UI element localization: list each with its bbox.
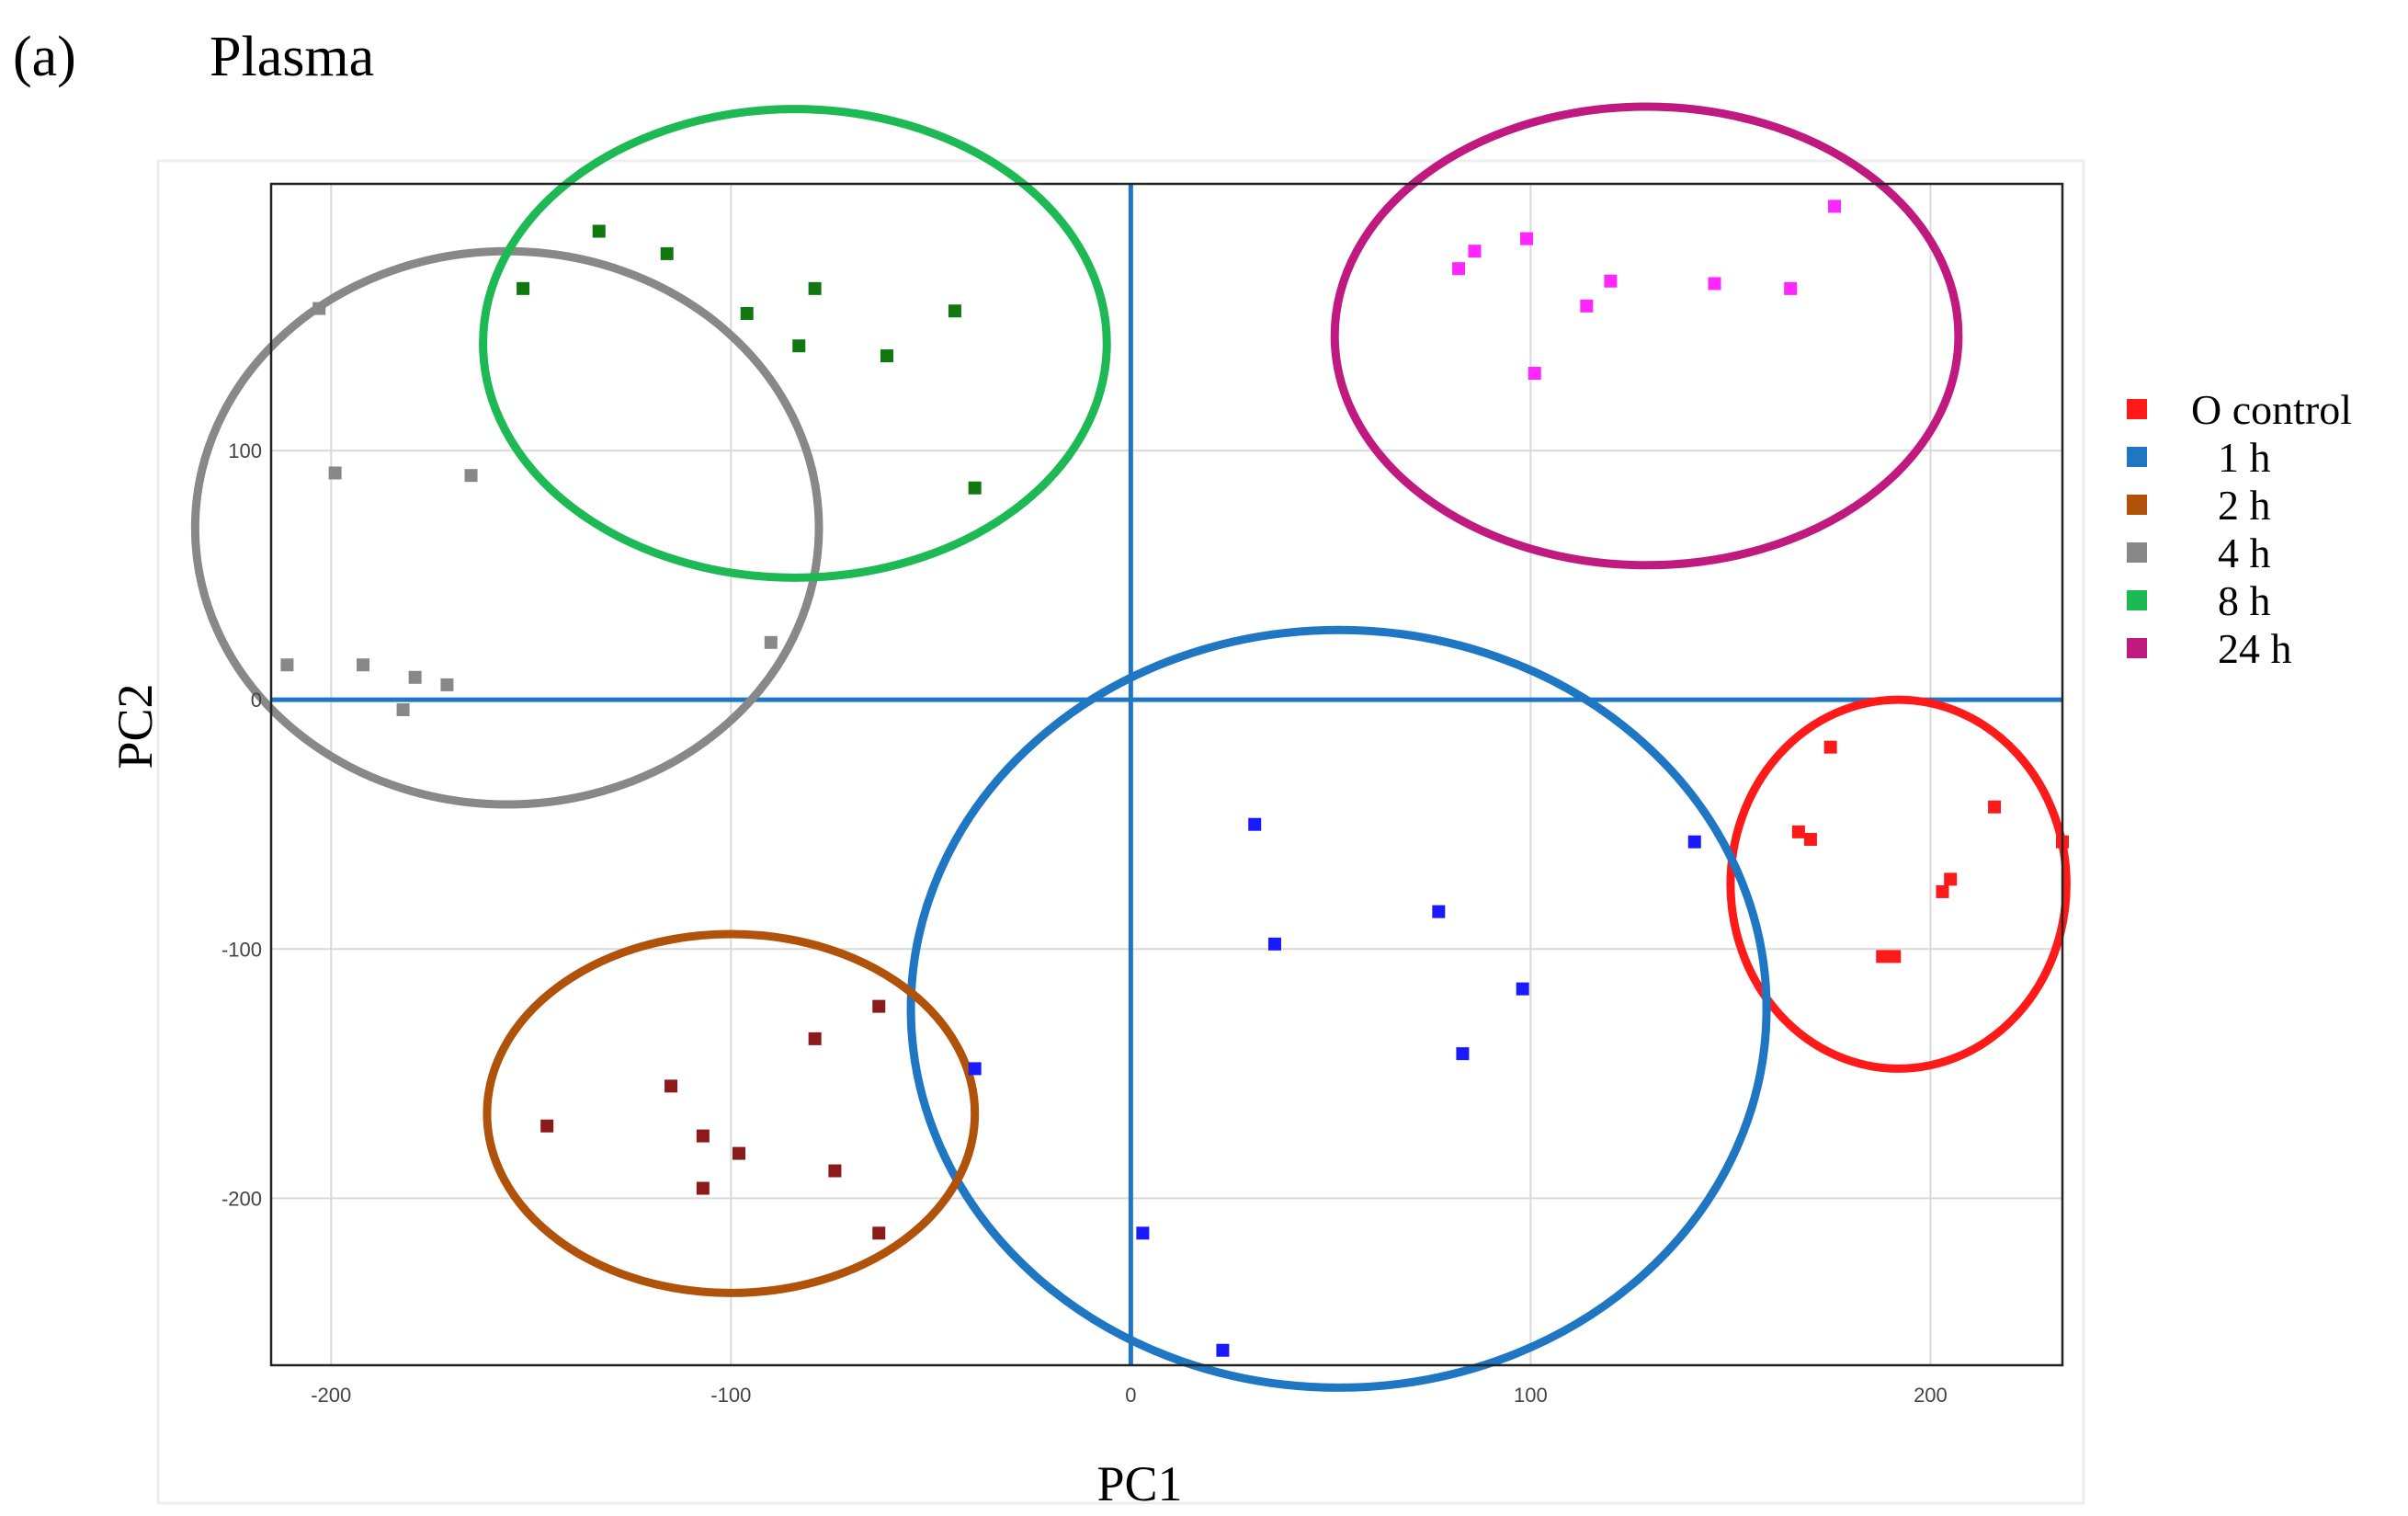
legend-key [2127, 542, 2147, 563]
legend-label: 24 h [2218, 625, 2292, 672]
data-point-o-control [1823, 740, 1837, 754]
data-point-24-h [1828, 199, 1842, 213]
legend-key [2127, 590, 2147, 610]
data-point-8-h [968, 481, 982, 495]
data-point-4-h [280, 658, 294, 672]
cluster-ellipse-24-h [1330, 102, 1963, 570]
cluster-ellipse-1-h [906, 625, 1771, 1392]
data-point-4-h [396, 703, 410, 717]
data-point-4-h [328, 466, 342, 480]
plot-border [269, 182, 2064, 1367]
data-point-1-h [968, 1062, 982, 1076]
data-point-24-h [1784, 281, 1798, 295]
panel-label: (a) [13, 26, 76, 88]
data-point-o-control [1936, 884, 1949, 898]
data-point-24-h [1604, 274, 1618, 288]
data-point-o-control [1988, 800, 2002, 814]
data-point-8-h [948, 304, 961, 318]
x-tick-label: -200 [311, 1384, 351, 1407]
legend-label: 8 h [2218, 577, 2271, 624]
y-tick-label: 0 [251, 689, 262, 712]
data-point-8-h [517, 281, 530, 295]
data-point-24-h [1708, 277, 1721, 291]
x-tick-label: 0 [1125, 1384, 1136, 1407]
x-tick-label: 100 [1514, 1384, 1548, 1407]
data-point-2-h [808, 1032, 822, 1045]
data-point-4-h [464, 469, 478, 483]
data-point-8-h [792, 339, 806, 353]
data-point-24-h [1580, 299, 1594, 313]
y-tick-label: -100 [221, 938, 262, 961]
legend-key [2127, 638, 2147, 658]
legend-label: 1 h [2218, 434, 2271, 481]
legend-key [2127, 447, 2147, 467]
legend-label: O control [2191, 386, 2352, 433]
x-axis-label: PC1 [1096, 1456, 1182, 1511]
data-point-8-h [592, 224, 606, 238]
data-point-2-h [872, 1226, 886, 1240]
cluster-ellipse-8-h [479, 105, 1111, 582]
data-point-2-h [828, 1164, 842, 1178]
data-point-o-control [1791, 825, 1805, 838]
y-tick-label: -200 [221, 1187, 262, 1210]
reference-lines [271, 184, 2062, 1365]
data-point-8-h [660, 246, 674, 260]
x-tick-label: 200 [1914, 1384, 1948, 1407]
data-point-2-h [696, 1129, 710, 1143]
legend-key [2127, 399, 2147, 419]
data-point-2-h [540, 1119, 554, 1133]
data-point-8-h [740, 306, 754, 320]
data-point-1-h [1136, 1226, 1150, 1240]
data-point-1-h [1516, 982, 1529, 996]
y-axis-label: PC2 [108, 683, 163, 769]
data-point-1-h [1216, 1343, 1230, 1357]
data-point-2-h [664, 1079, 678, 1093]
data-point-4-h [357, 658, 370, 672]
data-points [280, 199, 2069, 1357]
data-point-8-h [808, 281, 822, 295]
data-point-24-h [1452, 262, 1466, 276]
figure-outer-panel [156, 159, 2085, 1505]
data-point-24-h [1528, 367, 1541, 381]
legend-key [2127, 495, 2147, 515]
data-point-4-h [764, 635, 778, 649]
data-point-o-control [1944, 872, 1958, 886]
data-point-24-h [1468, 245, 1482, 258]
data-point-2-h [696, 1181, 710, 1195]
data-point-2-h [872, 999, 886, 1013]
data-point-4-h [408, 670, 422, 684]
legend-label: 2 h [2218, 482, 2271, 529]
data-point-2-h [733, 1146, 746, 1160]
legend-label: 4 h [2218, 530, 2271, 576]
data-point-o-control [1803, 832, 1817, 846]
data-point-24-h [1520, 232, 1534, 245]
data-point-8-h [880, 349, 893, 363]
cluster-ellipse-o-control [1726, 695, 2071, 1073]
data-point-1-h [1432, 905, 1446, 918]
data-point-1-h [1456, 1047, 1470, 1061]
cluster-ellipse-2-h [483, 929, 980, 1297]
x-tick-label: -100 [710, 1384, 751, 1407]
data-point-1-h [1687, 835, 1701, 849]
cluster-ellipses [190, 102, 2071, 1392]
data-point-1-h [1248, 817, 1262, 831]
data-point-1-h [1267, 937, 1281, 951]
data-point-4-h [440, 678, 454, 691]
data-point-o-control [1876, 950, 1890, 963]
data-point-4-h [312, 302, 326, 315]
axis-ticks: -200 -100 0 100 200 -200 -100 0 100 [221, 439, 1948, 1407]
chart-title: Plasma [210, 26, 374, 88]
data-point-o-control [1888, 950, 1902, 963]
y-tick-label: 100 [228, 439, 262, 462]
